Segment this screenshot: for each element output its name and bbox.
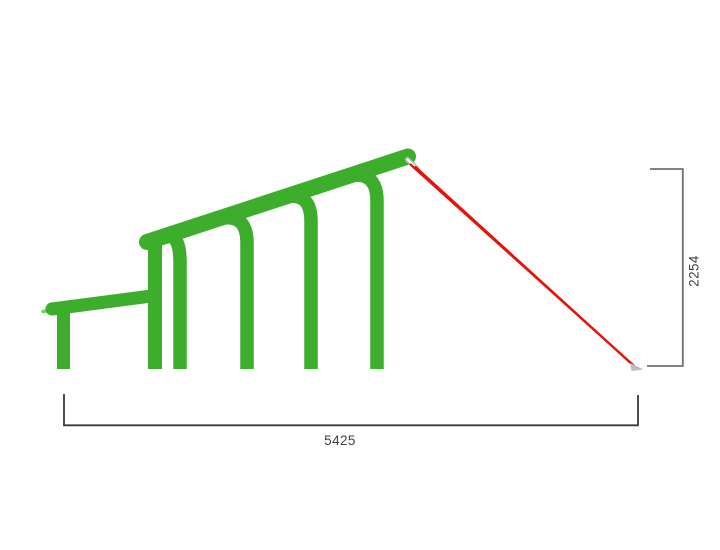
- arch-rung-3: [275, 189, 318, 369]
- height-dimension-line: [647, 168, 684, 367]
- top-rail: [139, 148, 416, 250]
- width-dimension-line: [63, 394, 639, 427]
- low-handrail: [45, 289, 162, 316]
- rope-ground-anchor: [630, 363, 644, 371]
- arch-rung-2: [214, 211, 254, 369]
- zipline-rope-strand-2: [414, 165, 636, 368]
- arch-rung-1: [159, 229, 187, 369]
- width-dimension-label: 5425: [324, 433, 356, 448]
- height-dimension-label: 2254: [686, 255, 702, 287]
- arch-rung-4: [337, 168, 384, 369]
